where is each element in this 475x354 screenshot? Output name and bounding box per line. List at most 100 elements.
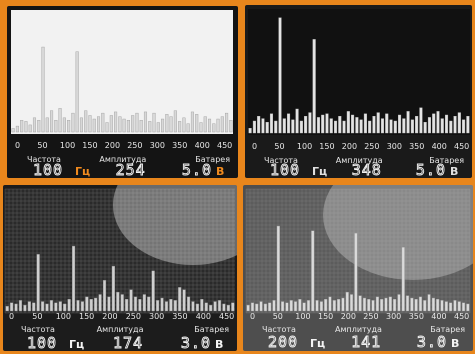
spectrum-bar	[462, 119, 466, 134]
spectrum-bar	[92, 118, 96, 133]
x-tick-label: 0	[250, 312, 255, 321]
spectrum-bar	[152, 112, 156, 133]
spectrum-bar	[27, 301, 31, 312]
spectrum-bar	[466, 115, 470, 134]
spectrum-bar	[272, 300, 276, 312]
spectrum-bar	[191, 301, 195, 312]
spectrum-bar	[440, 300, 444, 312]
spectrum-bar	[261, 118, 265, 134]
spectrum-svg-top-right: 0 50 100 150 200 250 300 350 400 450 Частота Амплит…	[248, 9, 470, 178]
battery-label: Батарея	[195, 155, 230, 164]
spectrum-bar	[246, 304, 250, 312]
hz-unit: Гц	[310, 337, 325, 350]
spectrum-bar	[116, 291, 120, 312]
x-tick-label: 350	[409, 312, 424, 321]
spectrum-bar	[75, 51, 79, 133]
spectrum-bar	[449, 120, 453, 134]
x-tick-label: 150	[319, 142, 334, 151]
spectrum-bar	[71, 245, 76, 312]
spectrum-bar	[204, 302, 208, 312]
spectrum-bar	[427, 294, 431, 312]
spectrum-bar	[203, 116, 207, 133]
spectrum-bar	[62, 117, 66, 133]
spectrum-bar	[20, 119, 24, 133]
spectrum-bar	[231, 302, 235, 312]
frequency-label: Частота	[21, 325, 55, 334]
spectrum-bar	[80, 301, 84, 312]
x-tick-label: 400	[196, 312, 211, 321]
x-tick-label: 200	[102, 312, 117, 321]
hz-unit: Гц	[69, 338, 84, 351]
x-tick-label: 250	[363, 312, 378, 321]
spectrum-bar	[367, 298, 371, 312]
spectrum-bar	[333, 120, 338, 134]
spectrum-bar	[50, 110, 54, 133]
spectrum-bar	[349, 294, 354, 312]
spectrum-svg-top-left: 0 50 100 150 200 250 300 350 400 450 Частота Амплит…	[11, 10, 233, 178]
spectrum-bar	[436, 298, 440, 312]
battery-display-readout: 5.0	[182, 161, 212, 178]
spectrum-bar	[63, 303, 67, 312]
spectrum-bar	[54, 302, 58, 312]
spectrum-bar	[186, 123, 190, 133]
amplitude-label: Амплитуда	[335, 325, 382, 334]
x-tick-label: 50	[273, 312, 283, 321]
screen-glare	[323, 185, 473, 280]
spectrum-bar	[295, 108, 299, 134]
spectrum-bar	[182, 117, 186, 133]
spectrum-bar	[131, 115, 135, 133]
spectrum-bar	[436, 111, 440, 134]
spectrum-bar	[190, 111, 194, 133]
spectrum-bar	[402, 118, 406, 134]
spectrum-bar	[41, 301, 45, 312]
spectrum-bar	[45, 303, 49, 312]
x-tick-label: 0	[252, 142, 257, 151]
spectrum-bar	[384, 297, 388, 312]
spectrum-bar	[265, 121, 269, 134]
x-tick-label: 250	[364, 142, 379, 151]
spectrum-bar	[169, 116, 173, 133]
amplitude-display-readout: 141	[351, 333, 381, 351]
spectrum-bar	[148, 121, 152, 133]
spectrum-bar	[358, 295, 362, 312]
spectrum-svg-bottom-right: 0 50 100 150 200 250 300 350 400 450 Частота Амплит…	[245, 185, 473, 351]
spectrum-bar	[342, 120, 346, 134]
spectrum-bar	[393, 298, 397, 312]
x-tick-label: 300	[387, 142, 402, 151]
x-tick-label: 50	[32, 312, 42, 321]
spectrum-bar	[217, 300, 222, 312]
spectrum-bar	[229, 119, 233, 133]
spectrum-bar	[432, 113, 436, 134]
spectrum-bar	[376, 112, 380, 134]
battery-label: Батарея	[429, 156, 464, 165]
spectrum-bar	[316, 117, 320, 134]
x-tick-label: 50	[274, 142, 284, 151]
spectrum-bar	[397, 294, 401, 312]
volt-unit: В	[451, 337, 459, 350]
frequency-display-readout: 200	[268, 333, 298, 351]
spectrum-bar	[37, 119, 41, 133]
battery-display-readout: 5.0	[416, 161, 446, 178]
battery-display-readout: 3.0	[181, 334, 211, 351]
spectrum-bar	[306, 300, 310, 312]
screen-glare	[113, 185, 237, 265]
spectrum-bar	[105, 122, 109, 133]
spectrum-bar	[195, 114, 199, 133]
spectrum-bar	[431, 297, 435, 312]
spectrum-bar	[328, 296, 332, 312]
x-tick-label: 450	[217, 141, 232, 150]
spectrum-bar	[324, 298, 328, 312]
spectrum-bar	[178, 121, 182, 133]
spectrum-bar	[135, 112, 139, 133]
spectrum-bar	[169, 298, 173, 312]
spectrum-bar	[368, 120, 372, 134]
spectrum-bar	[15, 125, 19, 133]
spectrum-bar	[248, 127, 252, 134]
spectrum-bar	[226, 304, 230, 312]
spectrum-bar	[325, 113, 329, 134]
spectrum-bar	[207, 118, 212, 133]
x-tick-label: 50	[37, 141, 47, 150]
spectrum-bar	[449, 302, 453, 312]
spectrum-plot-area	[5, 189, 235, 313]
spectrum-bar	[415, 115, 419, 134]
